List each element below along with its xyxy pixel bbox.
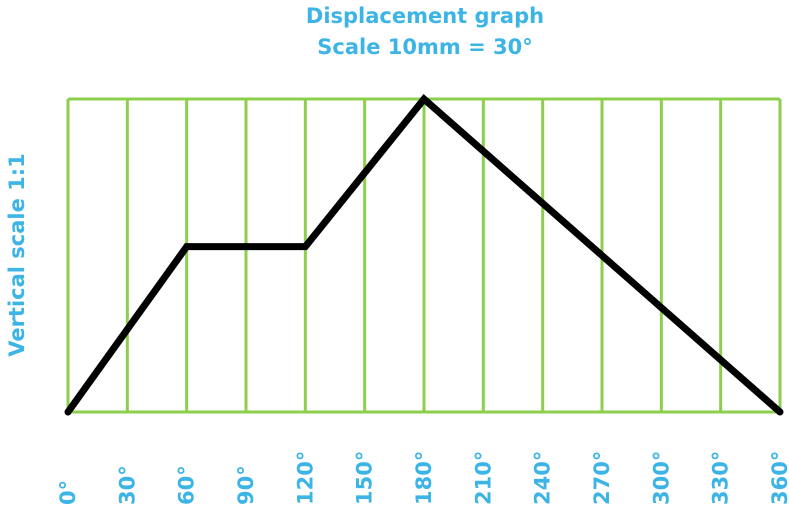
x-tick-label: 30° — [115, 465, 139, 505]
x-tick-label: 180° — [412, 451, 436, 505]
x-tick-label: 210° — [471, 451, 495, 505]
x-tick-label: 0° — [56, 480, 80, 505]
x-tick-label: 330° — [709, 451, 733, 505]
x-tick-label: 360° — [768, 451, 789, 505]
data-line — [64, 93, 784, 416]
y-axis-label: Vertical scale 1:1 — [5, 153, 29, 357]
x-tick-label: 120° — [293, 451, 317, 505]
x-tick-label: 90° — [234, 465, 258, 505]
chart-subtitle: Scale 10mm = 30° — [317, 35, 532, 59]
x-tick-label: 150° — [353, 451, 377, 505]
x-tick-label: 300° — [649, 451, 673, 505]
x-tick-label: 60° — [175, 465, 199, 505]
x-tick-label: 270° — [590, 451, 614, 505]
chart-title: Displacement graph — [306, 4, 544, 28]
x-tick-label: 240° — [531, 451, 555, 505]
